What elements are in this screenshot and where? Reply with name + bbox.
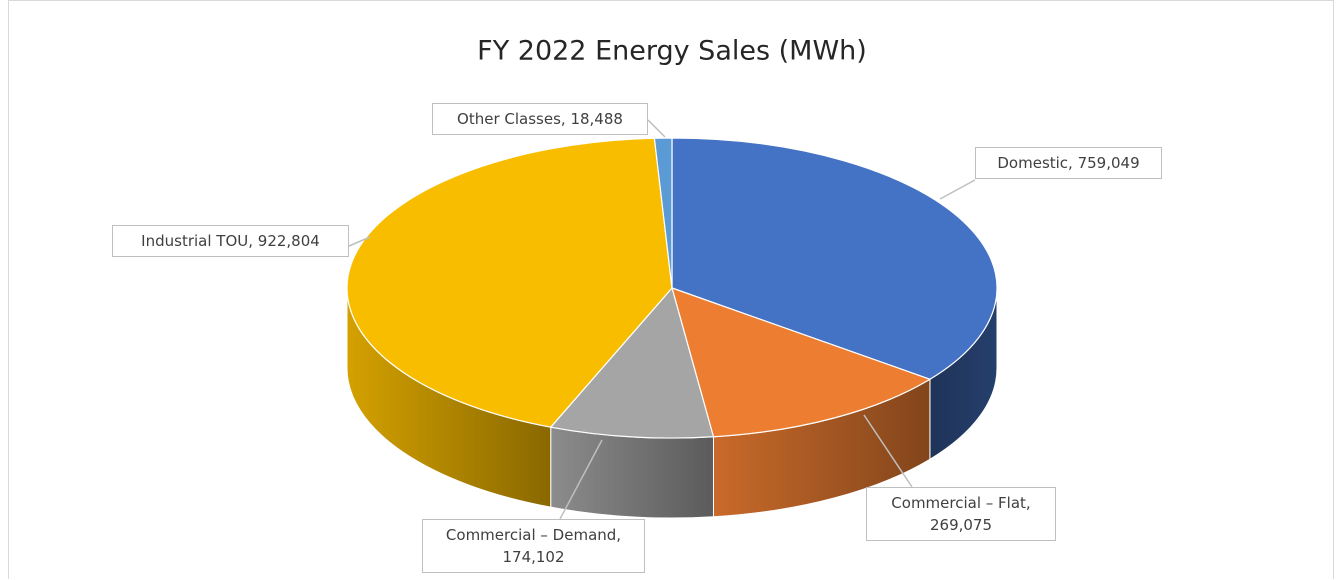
leader-line xyxy=(559,439,603,520)
chart-title: FY 2022 Energy Sales (MWh) xyxy=(477,36,867,67)
slice xyxy=(549,286,715,439)
slice xyxy=(671,287,932,438)
leader-line xyxy=(863,414,913,488)
data-label: Commercial – Flat, 269,075 xyxy=(866,487,1056,541)
leader-line xyxy=(348,236,371,247)
slice xyxy=(653,137,673,289)
leader-line xyxy=(647,119,666,138)
slice xyxy=(346,137,673,428)
data-label: Other Classes, 18,488 xyxy=(432,103,648,135)
chart-frame xyxy=(8,0,1334,579)
data-label: Commercial – Demand, 174,102 xyxy=(422,519,645,573)
data-label: Domestic, 759,049 xyxy=(975,147,1162,179)
slice xyxy=(671,137,998,380)
leader-line xyxy=(939,179,976,200)
data-label: Industrial TOU, 922,804 xyxy=(112,225,349,257)
slice-side xyxy=(550,426,714,519)
